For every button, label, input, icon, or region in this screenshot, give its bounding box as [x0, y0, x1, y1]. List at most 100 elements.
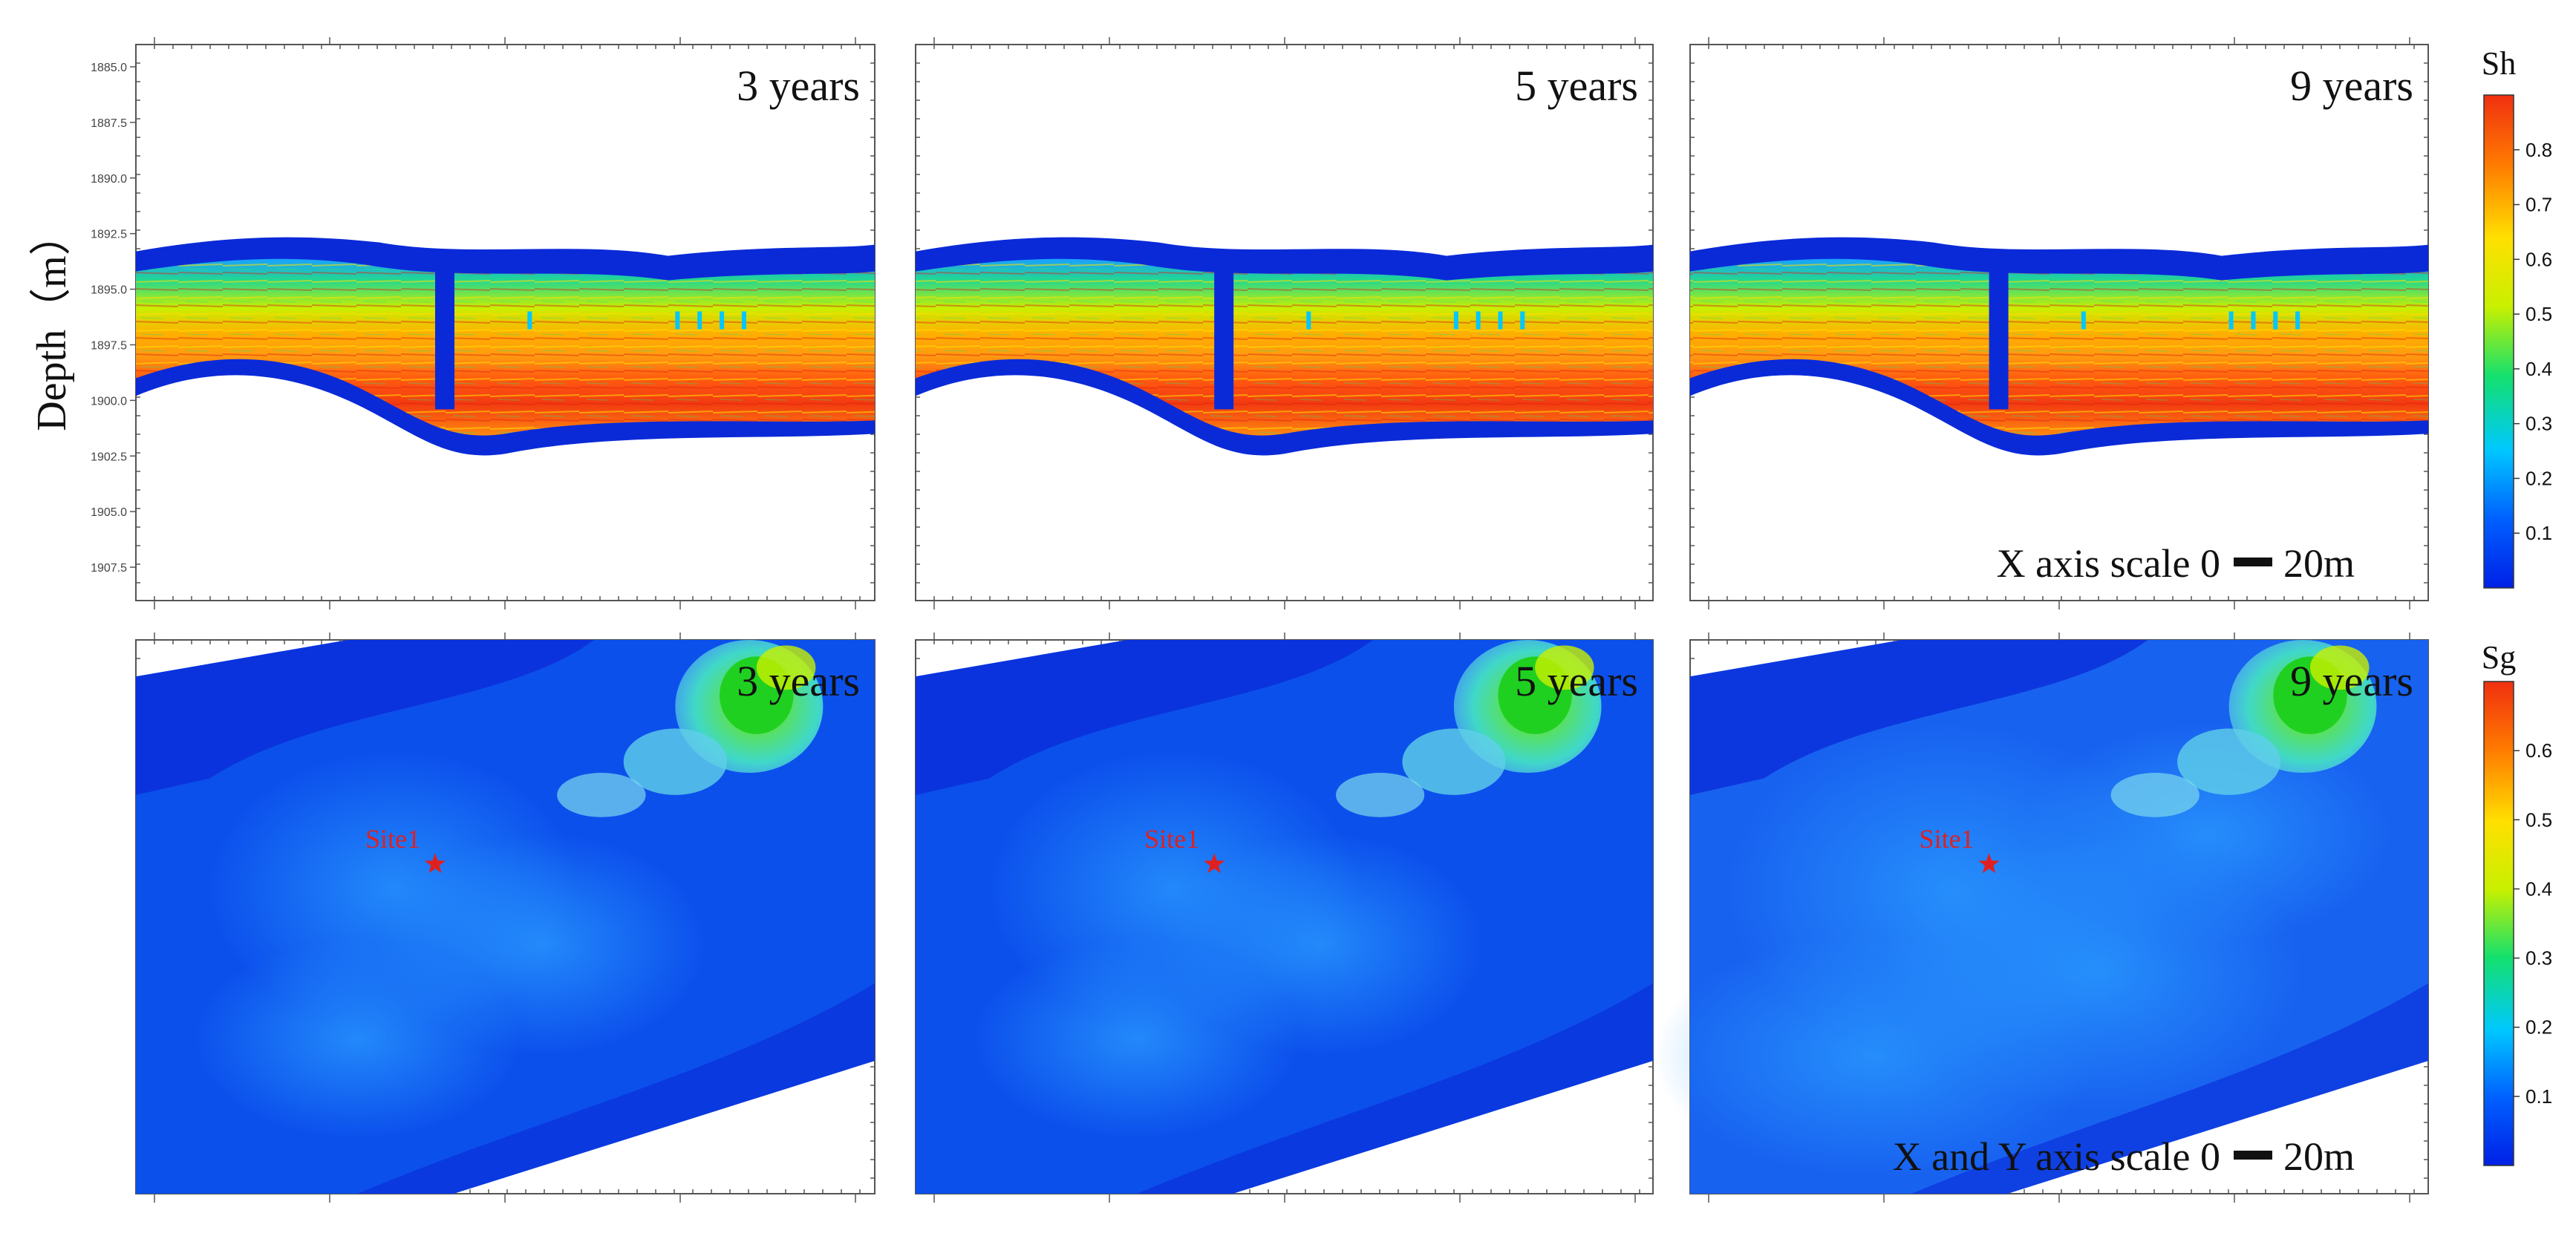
- sh-panel-3-minor-ticks: [1689, 37, 2428, 609]
- depth-tick-label: 1900.0: [91, 395, 127, 408]
- sg-plume-peak: [2309, 645, 2370, 690]
- site-label: Site1: [1920, 824, 1975, 854]
- colorbar-tick-label: 0.6: [2526, 248, 2552, 270]
- well-marker: [2295, 311, 2301, 330]
- depth-tick-label: 1897.5: [91, 339, 127, 352]
- sg-low-region: [1136, 983, 1653, 1194]
- well-marker: [1453, 311, 1458, 330]
- sg-plume-arm: [557, 773, 646, 817]
- colorbar-tick-label: 0.1: [2526, 522, 2552, 544]
- sg-plume-arm: [1402, 728, 1506, 795]
- colorbar-tick-label: 0.3: [2526, 947, 2552, 970]
- well-marker: [1306, 311, 1311, 330]
- depth-tick-label: 1902.5: [91, 451, 127, 463]
- well-marker: [1498, 311, 1503, 330]
- depth-axis-label: Depth（m）: [29, 214, 75, 431]
- sg-low-region: [916, 640, 1373, 795]
- sg-panel-label: 9 years: [2290, 657, 2413, 705]
- colorbar-tick-label: 0.5: [2526, 808, 2552, 831]
- well-marker: [2228, 311, 2234, 330]
- depth-tick-label: 1892.5: [91, 229, 127, 241]
- colorbar-tick-label: 0.1: [2526, 1085, 2552, 1108]
- well-marker: [697, 311, 702, 330]
- sg-panel-label: 5 years: [1515, 657, 1638, 705]
- site-marker-icon: [1203, 853, 1225, 874]
- sh-scale-unit: 20m: [2283, 541, 2355, 586]
- site-label: Site1: [1144, 824, 1199, 854]
- well-marker: [2251, 311, 2256, 330]
- sg-haze: [974, 938, 1300, 1139]
- colorbar-tick-label: 0.4: [2526, 358, 2552, 380]
- sg-plume-arm: [2110, 773, 2200, 817]
- well-marker: [2273, 311, 2278, 330]
- sh-panel-label: 5 years: [1515, 62, 1638, 110]
- depth-tick-label: 1887.5: [91, 117, 127, 130]
- site-marker-icon: [1978, 853, 2000, 874]
- colorbar-tick-label: 0.3: [2526, 413, 2552, 435]
- sg-plume-arm: [2177, 728, 2281, 795]
- sg-haze: [195, 938, 521, 1139]
- hydrate-layer-streaks: [1690, 258, 2428, 436]
- panels-root: 3 years 5 years 9 years1885.01887.51890.01…: [29, 37, 2552, 1203]
- sg-panel-1: Site1 3 years: [135, 632, 875, 1203]
- sg-plume-peak: [1535, 645, 1594, 690]
- well-marker: [741, 311, 746, 330]
- sg-panel-2: Site1 5 years: [915, 632, 1654, 1203]
- colorbar-gradient: [2483, 94, 2514, 589]
- sg-plume-arm: [623, 728, 727, 795]
- colorbar-tick-label: 0.7: [2526, 194, 2552, 216]
- colorbar-tick-label: 0.4: [2526, 877, 2552, 900]
- sg-plume-arm: [1336, 773, 1425, 817]
- sh-panel-label: 9 years: [2290, 62, 2413, 110]
- well-marker: [2081, 311, 2086, 330]
- colorbar-tick-label: 0.8: [2526, 139, 2552, 161]
- sg-scale-unit: 20m: [2283, 1134, 2355, 1179]
- vertical-channel: [1214, 253, 1234, 410]
- vertical-channel: [1989, 253, 2009, 410]
- sg-low-region: [1911, 983, 2428, 1194]
- sg-plume: [557, 640, 824, 817]
- site-marker-icon: [424, 853, 446, 874]
- well-marker: [1476, 311, 1481, 330]
- depth-tick-label: 1885.0: [91, 62, 127, 74]
- vertical-channel: [434, 253, 454, 410]
- well-marker: [527, 311, 532, 330]
- well-marker: [720, 311, 725, 330]
- sh-scale-bar: [2234, 558, 2272, 566]
- sh-panel-2: 5 years: [915, 37, 1654, 609]
- sg-panel-3: Site1 9 years: [1653, 632, 2429, 1203]
- sg-haze: [1653, 933, 2096, 1177]
- hydrate-layer-streaks: [136, 258, 875, 436]
- depth-tick-label: 1905.0: [91, 506, 127, 519]
- sh-scale-text: X axis scale 0: [1997, 541, 2220, 586]
- sg-haze: [2022, 722, 2392, 945]
- sg-scale-bar: [2234, 1151, 2272, 1160]
- colorbar-tick-label: 0.2: [2526, 1016, 2552, 1039]
- colorbar-tick-label: 0.6: [2526, 739, 2552, 762]
- sh-depth-axis: 1885.0 1887.5 1890.0 1892.5 1895.0 1897.5 1900…: [29, 62, 136, 575]
- site-label: Site1: [365, 824, 420, 854]
- sg-low-region: [136, 640, 594, 795]
- colorbar-title: Sh: [2482, 45, 2516, 82]
- sh-panel-1: 3 years: [135, 37, 875, 609]
- well-marker: [675, 311, 680, 330]
- colorbar-tick-label: 0.5: [2526, 303, 2552, 325]
- sh-panel-3: 9 years: [1689, 37, 2429, 609]
- sg-low-region: [1690, 640, 2148, 795]
- depth-tick-label: 1895.0: [91, 284, 127, 297]
- hydrate-layer-streaks: [916, 258, 1653, 436]
- sg-panel-label: 3 years: [737, 657, 860, 705]
- colorbar-sh: Sh 0.1 0.2 0.3 0.4 0.5 0.6 0.7 0.8: [2482, 45, 2552, 589]
- well-marker: [1520, 311, 1525, 330]
- sg-scale-text: X and Y axis scale 0: [1893, 1134, 2220, 1179]
- colorbar-title: Sg: [2482, 639, 2516, 676]
- colorbar-sg: Sg 0.1 0.2 0.3 0.4 0.5 0.6: [2482, 639, 2552, 1166]
- sg-plume: [2110, 640, 2377, 817]
- sg-plume-peak: [756, 645, 816, 690]
- sh-panel-label: 3 years: [737, 62, 860, 110]
- colorbar-gradient: [2483, 681, 2514, 1166]
- colorbar-tick-label: 0.2: [2526, 467, 2552, 489]
- sg-plume: [1336, 640, 1602, 817]
- sg-low-region: [357, 983, 875, 1194]
